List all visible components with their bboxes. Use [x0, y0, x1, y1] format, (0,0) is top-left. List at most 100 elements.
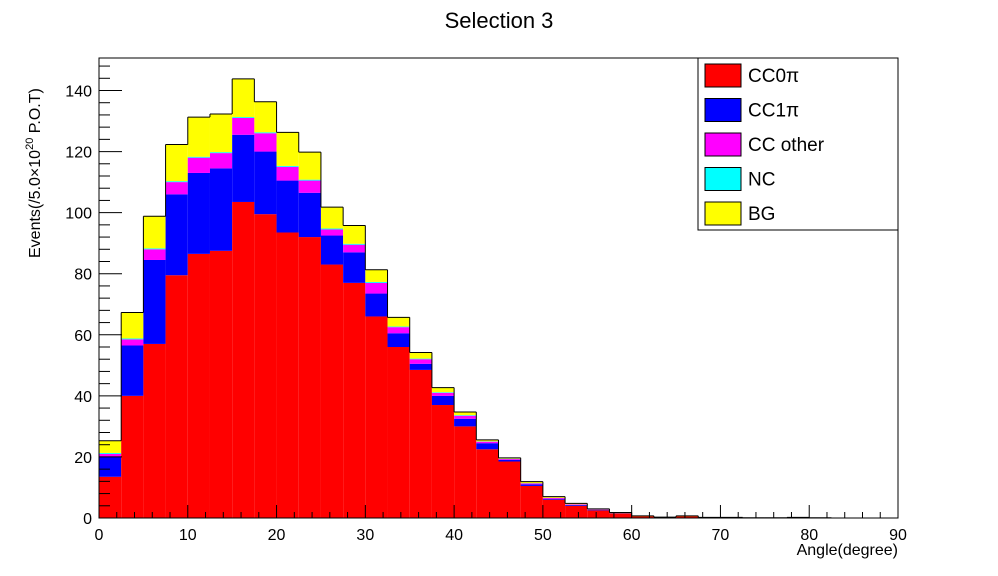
legend-label-cc1-: CC1π [748, 101, 799, 122]
bar-bg-bin-12 [365, 269, 388, 282]
bar-nc-bin-9 [298, 179, 321, 181]
bar-nc-bin-14 [409, 358, 432, 360]
bar-cc0--bin-11 [343, 282, 366, 519]
bar-nc-bin-2 [143, 248, 166, 250]
y-tick-label: 120 [65, 145, 92, 162]
bar-cc-other-bin-3 [165, 182, 188, 195]
bar-cc1--bin-19 [520, 484, 543, 486]
bar-cc-other-bin-8 [276, 166, 299, 181]
bar-cc1--bin-4 [187, 172, 210, 254]
bar-cc0--bin-5 [209, 250, 233, 518]
y-tick-label: 20 [74, 450, 92, 467]
bar-cc0--bin-10 [320, 264, 344, 518]
y-tick-label: 40 [74, 389, 92, 406]
y-tick-label: 60 [74, 328, 92, 345]
legend-swatch-cc0- [704, 63, 742, 88]
y-axis-label: Events(/5.0×1020 P.O.T) [24, 88, 44, 258]
x-axis-label: Angle(degree) [797, 542, 898, 559]
bar-nc-bin-10 [320, 228, 344, 230]
bar-bg-bin-1 [121, 312, 144, 339]
bar-bg-bin-6 [232, 78, 255, 118]
bar-nc-bin-6 [232, 117, 255, 118]
bar-cc-other-bin-11 [343, 244, 366, 253]
bar-cc1--bin-10 [320, 235, 344, 265]
bar-cc-other-bin-16 [454, 415, 477, 419]
bar-cc0--bin-19 [520, 485, 543, 518]
bar-cc0--bin-2 [143, 343, 166, 518]
bar-cc-other-bin-21 [565, 504, 588, 505]
bar-bg-bin-17 [476, 439, 499, 442]
legend-label-cc-other: CC other [748, 135, 825, 156]
bar-cc0--bin-12 [365, 316, 388, 518]
legend-swatch-nc [704, 167, 742, 191]
bar-nc-bin-0 [99, 452, 122, 454]
y-tick-label: 0 [83, 511, 92, 528]
bar-cc0--bin-1 [121, 395, 144, 518]
bar-cc0--bin-4 [187, 253, 210, 518]
bar-cc1--bin-9 [298, 192, 321, 238]
bar-cc-other-bin-0 [99, 453, 122, 457]
legend-swatch-cc-other [704, 132, 742, 157]
y-tick-label: 100 [65, 206, 92, 223]
bar-bg-bin-9 [298, 152, 321, 180]
x-tick-label: 0 [95, 527, 104, 544]
histogram-bars [98, 78, 832, 519]
bar-cc-other-bin-1 [121, 339, 144, 346]
y-axis-label-unit: P.O.T) [27, 88, 44, 138]
x-tick-label: 60 [623, 527, 641, 544]
legend-label-cc0-: CC0π [748, 66, 799, 87]
legend-swatch-cc1- [704, 98, 742, 122]
y-tick-label: 140 [65, 84, 92, 101]
bar-nc-bin-13 [387, 326, 410, 328]
bar-cc-other-bin-2 [143, 249, 166, 260]
bar-cc1--bin-17 [476, 443, 499, 450]
bar-bg-bin-15 [431, 387, 455, 393]
bar-cc-other-bin-7 [254, 133, 277, 152]
bar-cc0--bin-3 [165, 275, 188, 518]
bar-bg-bin-3 [165, 144, 188, 182]
x-tick-label: 10 [179, 527, 197, 544]
bar-cc1--bin-6 [232, 134, 255, 202]
bar-bg-bin-19 [520, 481, 543, 484]
bar-bg-bin-20 [542, 496, 566, 498]
x-tick-label: 70 [712, 527, 730, 544]
bar-cc1--bin-21 [565, 504, 588, 506]
bar-bg-bin-0 [99, 440, 122, 453]
bar-cc-other-bin-13 [387, 327, 410, 334]
bar-cc0--bin-14 [409, 369, 432, 518]
legend-swatch-bg [704, 201, 742, 226]
bar-nc-bin-12 [365, 281, 388, 283]
bar-nc-bin-11 [343, 243, 366, 245]
y-axis-label-main: Events(/5.0×10 [27, 150, 44, 258]
bar-nc-bin-5 [209, 152, 233, 154]
bar-cc-other-bin-5 [209, 153, 233, 169]
x-tick-label: 40 [445, 527, 463, 544]
bar-cc0--bin-17 [476, 449, 499, 518]
y-axis-label-exponent: 20 [24, 138, 36, 150]
bar-cc0--bin-24 [631, 516, 654, 518]
bar-cc-other-bin-12 [365, 282, 388, 294]
x-axis: 0 10 20 30 40 50 60 70 80 90 [95, 505, 907, 544]
bar-cc1--bin-14 [409, 363, 432, 370]
bar-cc-other-bin-4 [187, 157, 210, 173]
bar-cc1--bin-15 [431, 395, 455, 406]
legend-label-nc: NC [748, 170, 775, 191]
bar-bg-bin-13 [387, 317, 410, 327]
x-tick-label: 30 [356, 527, 374, 544]
legend: CC0π CC1π CC other NC BG [697, 57, 899, 231]
bar-cc0--bin-18 [498, 461, 521, 518]
bar-cc-other-bin-9 [298, 180, 321, 193]
bar-bg-bin-5 [209, 114, 233, 153]
bar-cc1--bin-20 [542, 498, 566, 500]
bar-nc-bin-7 [254, 132, 277, 134]
bar-cc1--bin-18 [498, 459, 521, 462]
bar-bg-bin-8 [276, 132, 299, 166]
bar-cc1--bin-3 [165, 194, 188, 276]
bar-bg-bin-10 [320, 207, 344, 229]
bar-cc0--bin-0 [99, 476, 122, 518]
bar-bg-bin-11 [343, 225, 366, 244]
bar-cc-other-bin-17 [476, 441, 499, 444]
bar-cc0--bin-20 [542, 499, 566, 518]
bar-cc0--bin-15 [431, 405, 455, 518]
x-tick-label: 20 [268, 527, 286, 544]
